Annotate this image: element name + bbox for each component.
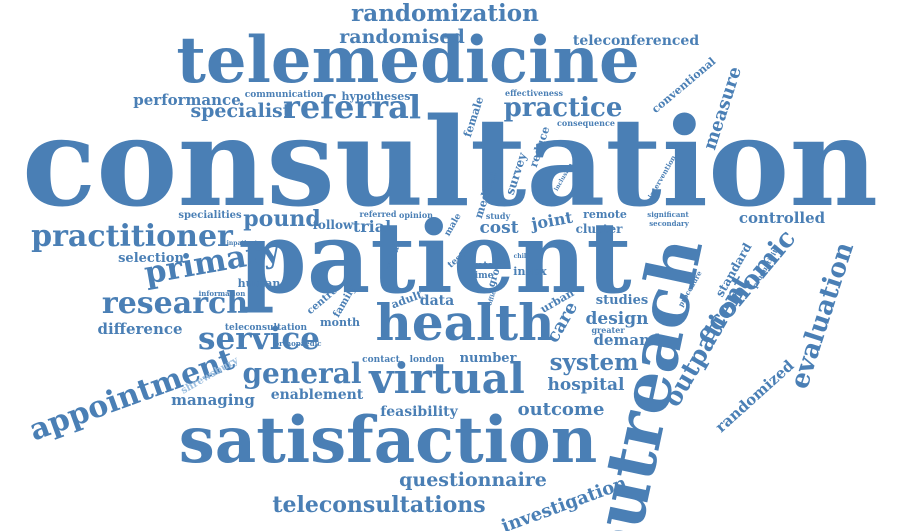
- w-controlled: controlled: [739, 209, 826, 227]
- w-human: human: [238, 277, 281, 290]
- w-system: system: [550, 349, 639, 376]
- w-number: number: [460, 351, 517, 366]
- w-communication: communication: [245, 90, 324, 100]
- w-trial: trial: [353, 217, 391, 236]
- w-inpatient: inpatient: [227, 240, 258, 247]
- w-time: time: [471, 271, 494, 281]
- w-questionnaire: questionnaire: [399, 469, 547, 491]
- w-hypotheses: hypotheses: [342, 90, 411, 103]
- w-effectiveness: effectiveness: [505, 88, 564, 98]
- w-consultation: consultation: [22, 90, 878, 234]
- w-difference: difference: [97, 320, 182, 338]
- w-health: health: [375, 293, 554, 352]
- w-significant: significant: [647, 210, 689, 219]
- w-practitioner: practitioner: [31, 219, 234, 254]
- w-cluster: cluster: [576, 222, 624, 236]
- w-research: research: [102, 286, 248, 321]
- w-contact: contact: [362, 355, 400, 365]
- w-general: general: [242, 357, 361, 390]
- w-specialities: specialities: [178, 210, 242, 221]
- w-follow: follow: [313, 218, 354, 232]
- w-performance: performance: [133, 91, 240, 109]
- w-referred: referred: [360, 209, 397, 219]
- w-feasibility: feasibility: [380, 404, 458, 420]
- w-randomization: randomization: [351, 0, 539, 27]
- w-greater: greater: [591, 325, 625, 335]
- w-referral: referral: [283, 88, 421, 126]
- w-opinion: opinion: [399, 210, 433, 220]
- w-orthopaedic: orthopaedic: [274, 339, 321, 348]
- w-managing: managing: [171, 391, 255, 409]
- w-remote: remote: [583, 208, 627, 221]
- w-specialist: specialist: [190, 100, 291, 122]
- w-outcome: outcome: [518, 399, 605, 420]
- w-practice: practice: [504, 93, 623, 123]
- w-teleconsultation: teleconsultation: [225, 323, 308, 333]
- w-index: index: [513, 265, 547, 278]
- w-consequence: consequence: [557, 118, 615, 128]
- w-telemedicine: telemedicine: [176, 23, 639, 98]
- w-hospital: hospital: [548, 375, 625, 395]
- w-service: service: [198, 321, 320, 357]
- w-selection: selection: [118, 251, 184, 266]
- w-data: data: [420, 293, 454, 309]
- w-secondary: secondary: [649, 219, 690, 228]
- w-enablement: enablement: [271, 387, 364, 403]
- w-satisfaction: satisfaction: [179, 403, 597, 478]
- w-london: london: [410, 355, 445, 365]
- w-randomized: randomized: [712, 356, 798, 436]
- w-child: child: [514, 253, 532, 260]
- w-information: information: [199, 289, 246, 298]
- w-demand: demand: [593, 331, 661, 349]
- w-design: design: [586, 309, 649, 329]
- w-studies: studies: [596, 293, 648, 308]
- w-pound: pound: [243, 206, 320, 232]
- w-virtual: virtual: [368, 354, 525, 403]
- w-randomised: randomised: [339, 26, 465, 48]
- w-rate: rate: [473, 261, 494, 271]
- w-patient: patient: [238, 201, 631, 316]
- w-teleconferenced: teleconferenced: [573, 33, 699, 49]
- w-month: month: [320, 316, 360, 329]
- w-teleconsultations: teleconsultations: [272, 492, 485, 518]
- w-cost: cost: [479, 218, 518, 238]
- w-study: study: [486, 211, 511, 221]
